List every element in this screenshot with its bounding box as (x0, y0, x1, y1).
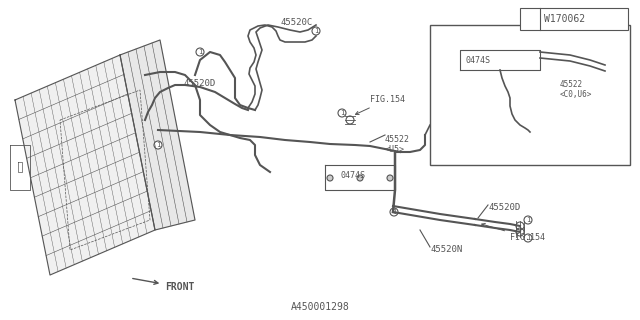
Circle shape (387, 175, 393, 181)
Text: FRONT: FRONT (132, 278, 195, 292)
Text: 1: 1 (314, 28, 318, 34)
Text: 1: 1 (392, 209, 396, 215)
Circle shape (357, 175, 363, 181)
Bar (430, 25, 630, 165)
Text: 45520N: 45520N (430, 245, 462, 254)
Circle shape (154, 141, 162, 149)
Text: 1: 1 (528, 16, 532, 22)
Text: 1: 1 (198, 49, 202, 55)
Text: 45520C: 45520C (280, 18, 312, 27)
Circle shape (312, 27, 320, 35)
Text: FIG.154: FIG.154 (482, 223, 545, 242)
Text: 0474S: 0474S (340, 171, 365, 180)
Polygon shape (15, 55, 155, 275)
Text: 45520D: 45520D (488, 204, 520, 212)
Text: 1: 1 (340, 110, 344, 116)
Circle shape (524, 234, 532, 242)
Polygon shape (120, 40, 195, 230)
Circle shape (526, 15, 534, 23)
Text: 1: 1 (526, 235, 530, 241)
Text: 45522
<U5>: 45522 <U5> (385, 135, 410, 155)
Circle shape (338, 109, 346, 117)
Text: W170062: W170062 (544, 14, 585, 24)
Circle shape (567, 52, 573, 58)
Circle shape (196, 48, 204, 56)
Text: 1: 1 (156, 142, 160, 148)
Circle shape (572, 58, 578, 64)
Text: 0474S: 0474S (465, 55, 490, 65)
Text: 45520D: 45520D (183, 78, 215, 87)
Text: A450001298: A450001298 (291, 302, 349, 312)
Text: 45522
<C0,U6>: 45522 <C0,U6> (560, 80, 593, 100)
Circle shape (390, 208, 398, 216)
Circle shape (327, 175, 333, 181)
Bar (520, 8, 628, 30)
Text: FIG.154: FIG.154 (355, 95, 405, 115)
Text: 1: 1 (526, 217, 530, 223)
Circle shape (524, 216, 532, 224)
